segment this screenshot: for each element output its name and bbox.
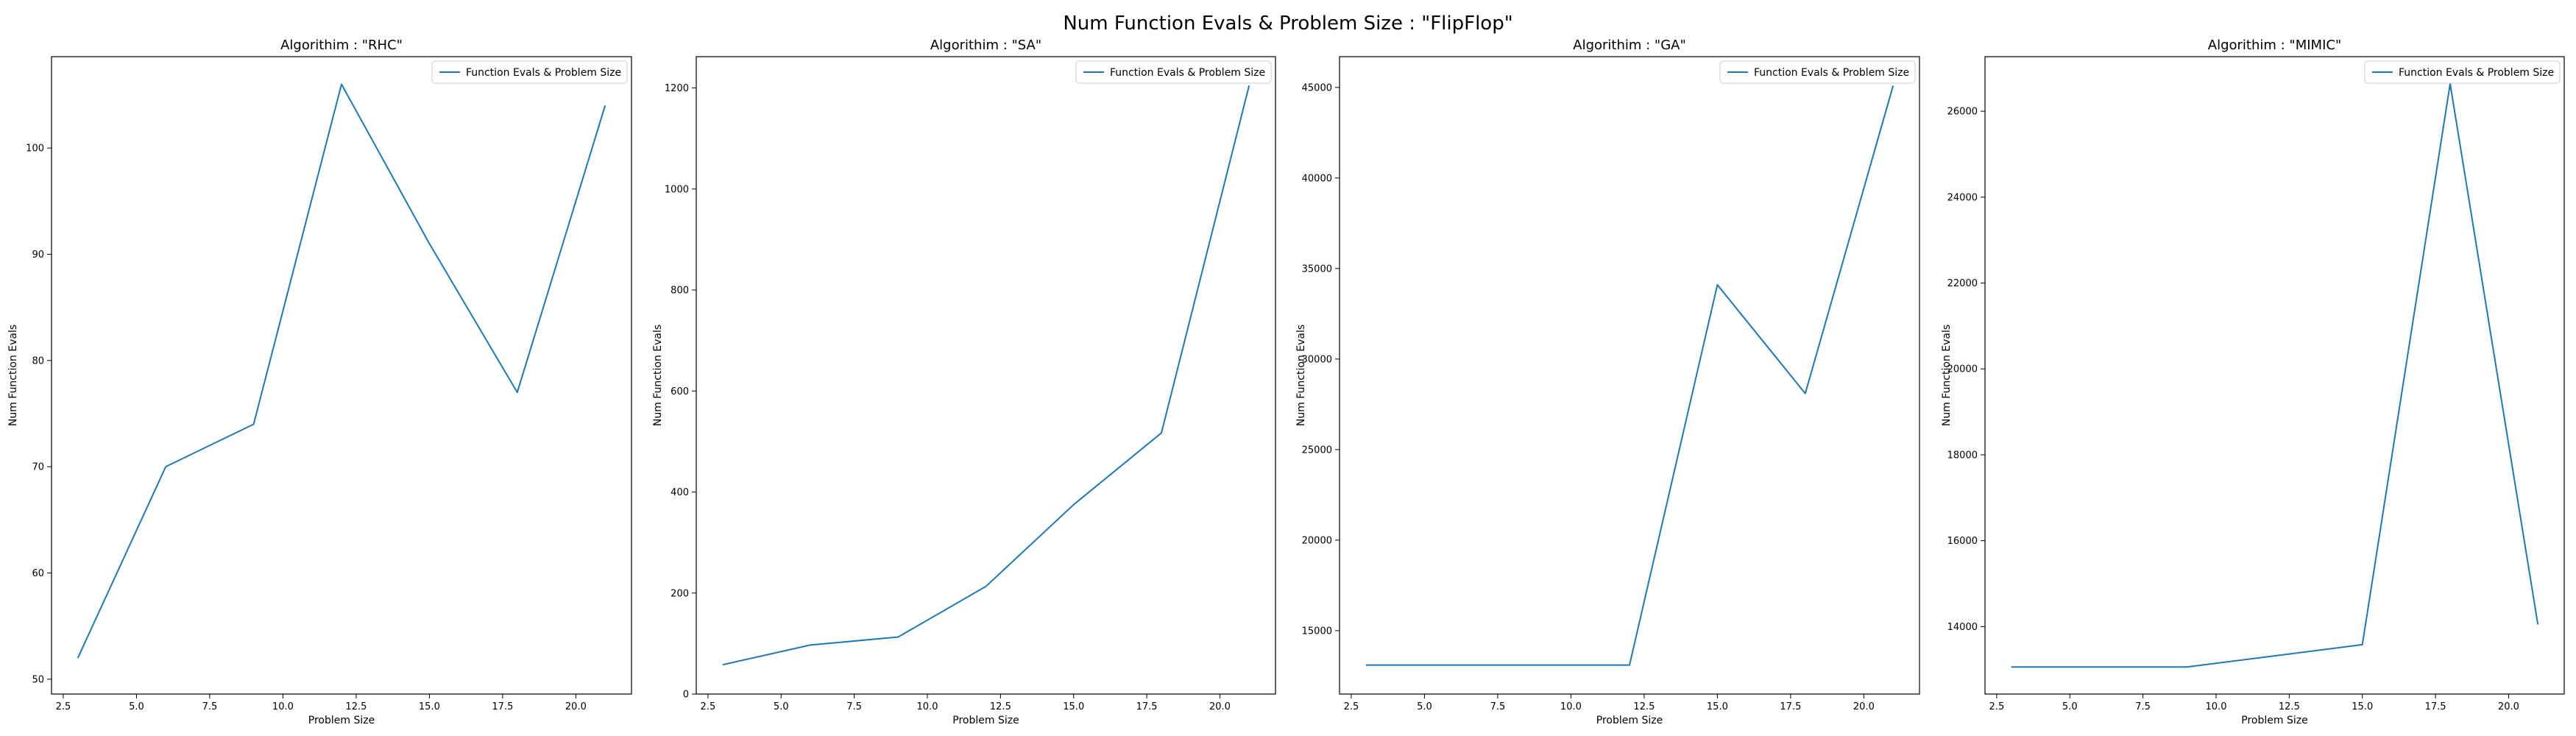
legend-label: Function Evals & Problem Size [1754,67,1909,79]
y-tick-label: 800 [670,286,689,297]
x-tick-label: 12.5 [1633,701,1655,712]
series-line [2011,82,2539,668]
axes-frame [696,56,1276,695]
y-axis-label: Num Function Evals [1941,325,1953,426]
x-tick-label: 17.5 [2425,701,2446,712]
y-tick-label: 16000 [1947,536,1978,547]
y-tick-label: 25000 [1302,445,1332,456]
subplot-3: Algorithim : "GA" 2.5 5.0 7.5 10.0 12.5 15.0 17… [1295,38,1920,726]
x-tick-label: 7.5 [2135,701,2151,712]
x-tick-label: 12.5 [345,701,367,712]
axes-frame [51,56,632,695]
y-tick-label: 14000 [1947,622,1978,633]
subplot-title: Algorithim : "GA" [1573,38,1685,53]
x-tick-label: 2.5 [56,701,71,712]
y-axis-label: Num Function Evals [652,325,664,426]
x-tick-label: 17.5 [1136,701,1158,712]
x-tick-label: 2.5 [1344,701,1359,712]
x-tick-label: 10.0 [1560,701,1582,712]
legend-label: Function Evals & Problem Size [1110,67,1265,79]
legend-box [1719,60,1916,84]
x-axis-label: Problem Size [952,715,1019,726]
x-tick-label: 7.5 [846,701,862,712]
y-tick-label: 1200 [665,83,689,94]
y-tick-label: 90 [32,250,44,261]
x-tick-label: 5.0 [774,701,789,712]
y-tick-label: 1000 [665,184,689,195]
y-tick-label: 24000 [1947,192,1978,203]
subplot-1: Algorithim : "RHC" 2.5 5.0 7.5 10.0 12.5 15.0 1… [7,38,632,726]
y-tick-label: 400 [670,487,689,498]
x-tick-label: 7.5 [202,701,218,712]
y-tick-label: 80 [32,355,44,367]
y-tick-label: 0 [683,690,689,701]
x-tick-label: 17.5 [1780,701,1801,712]
y-tick-label: 45000 [1302,82,1332,93]
x-tick-label: 20.0 [1209,701,1231,712]
y-tick-label: 30000 [1302,354,1332,365]
y-axis-label: Num Function Evals [1295,325,1307,426]
series-line [77,83,606,659]
y-tick-label: 100 [26,144,44,155]
series-line [1365,85,1894,666]
y-tick-label: 18000 [1947,450,1978,461]
y-tick-label: 70 [32,462,44,473]
x-tick-label: 5.0 [1417,701,1432,712]
x-tick-label: 15.0 [2352,701,2373,712]
x-tick-label: 10.0 [272,701,294,712]
x-tick-label: 17.5 [492,701,513,712]
subplot-2: Algorithim : "SA" 2.5 5.0 7.5 10.0 12.5 15.0 17… [652,38,1276,726]
y-axis-label: Num Function Evals [7,325,19,426]
y-tick-label: 60 [32,568,44,579]
x-tick-label: 5.0 [129,701,144,712]
y-tick-label: 40000 [1302,173,1332,184]
x-tick-label: 20.0 [2498,701,2519,712]
x-tick-label: 15.0 [419,701,440,712]
legend-box [431,60,628,84]
y-tick-label: 600 [670,386,689,397]
x-tick-label: 15.0 [1063,701,1084,712]
x-tick-label: 5.0 [2062,701,2078,712]
figure-title: Num Function Evals & Problem Size : "Fli… [1063,13,1512,35]
subplot-title: Algorithim : "RHC" [280,38,403,53]
legend-label: Function Evals & Problem Size [466,67,621,79]
y-tick-label: 22000 [1947,278,1978,289]
x-tick-label: 2.5 [1989,701,2005,712]
axes-frame [1984,56,2565,695]
y-tick-label: 50 [32,674,44,685]
axes-frame [1339,56,1920,695]
x-axis-label: Problem Size [308,715,375,726]
x-tick-label: 2.5 [701,701,716,712]
legend-label: Function Evals & Problem Size [2399,67,2554,79]
y-tick-label: 200 [670,588,689,599]
x-axis-label: Problem Size [1596,715,1663,726]
subplot-4: Algorithim : "MIMIC" 2.5 5.0 7.5 10.0 12.5 15.… [1941,38,2565,726]
x-tick-label: 7.5 [1490,701,1506,712]
y-tick-label: 15000 [1302,626,1332,637]
subplot-title: Algorithim : "MIMIC" [2208,38,2341,53]
x-tick-label: 20.0 [565,701,587,712]
series-line [722,85,1250,666]
x-tick-label: 15.0 [1707,701,1728,712]
x-tick-label: 12.5 [2279,701,2300,712]
subplot-title: Algorithim : "SA" [930,38,1041,53]
legend-box [2364,60,2561,84]
x-tick-label: 10.0 [2206,701,2227,712]
x-tick-label: 12.5 [990,701,1011,712]
subplots: Algorithim : "RHC" 2.5 5.0 7.5 10.0 12.5 15.0 1… [7,38,2565,726]
y-tick-label: 26000 [1947,107,1978,118]
y-tick-label: 20000 [1947,364,1978,375]
y-tick-label: 20000 [1302,535,1332,546]
legend-box [1075,60,1272,84]
y-tick-label: 35000 [1302,263,1332,275]
x-tick-label: 10.0 [917,701,938,712]
x-axis-label: Problem Size [2241,715,2307,726]
x-tick-label: 20.0 [1853,701,1875,712]
